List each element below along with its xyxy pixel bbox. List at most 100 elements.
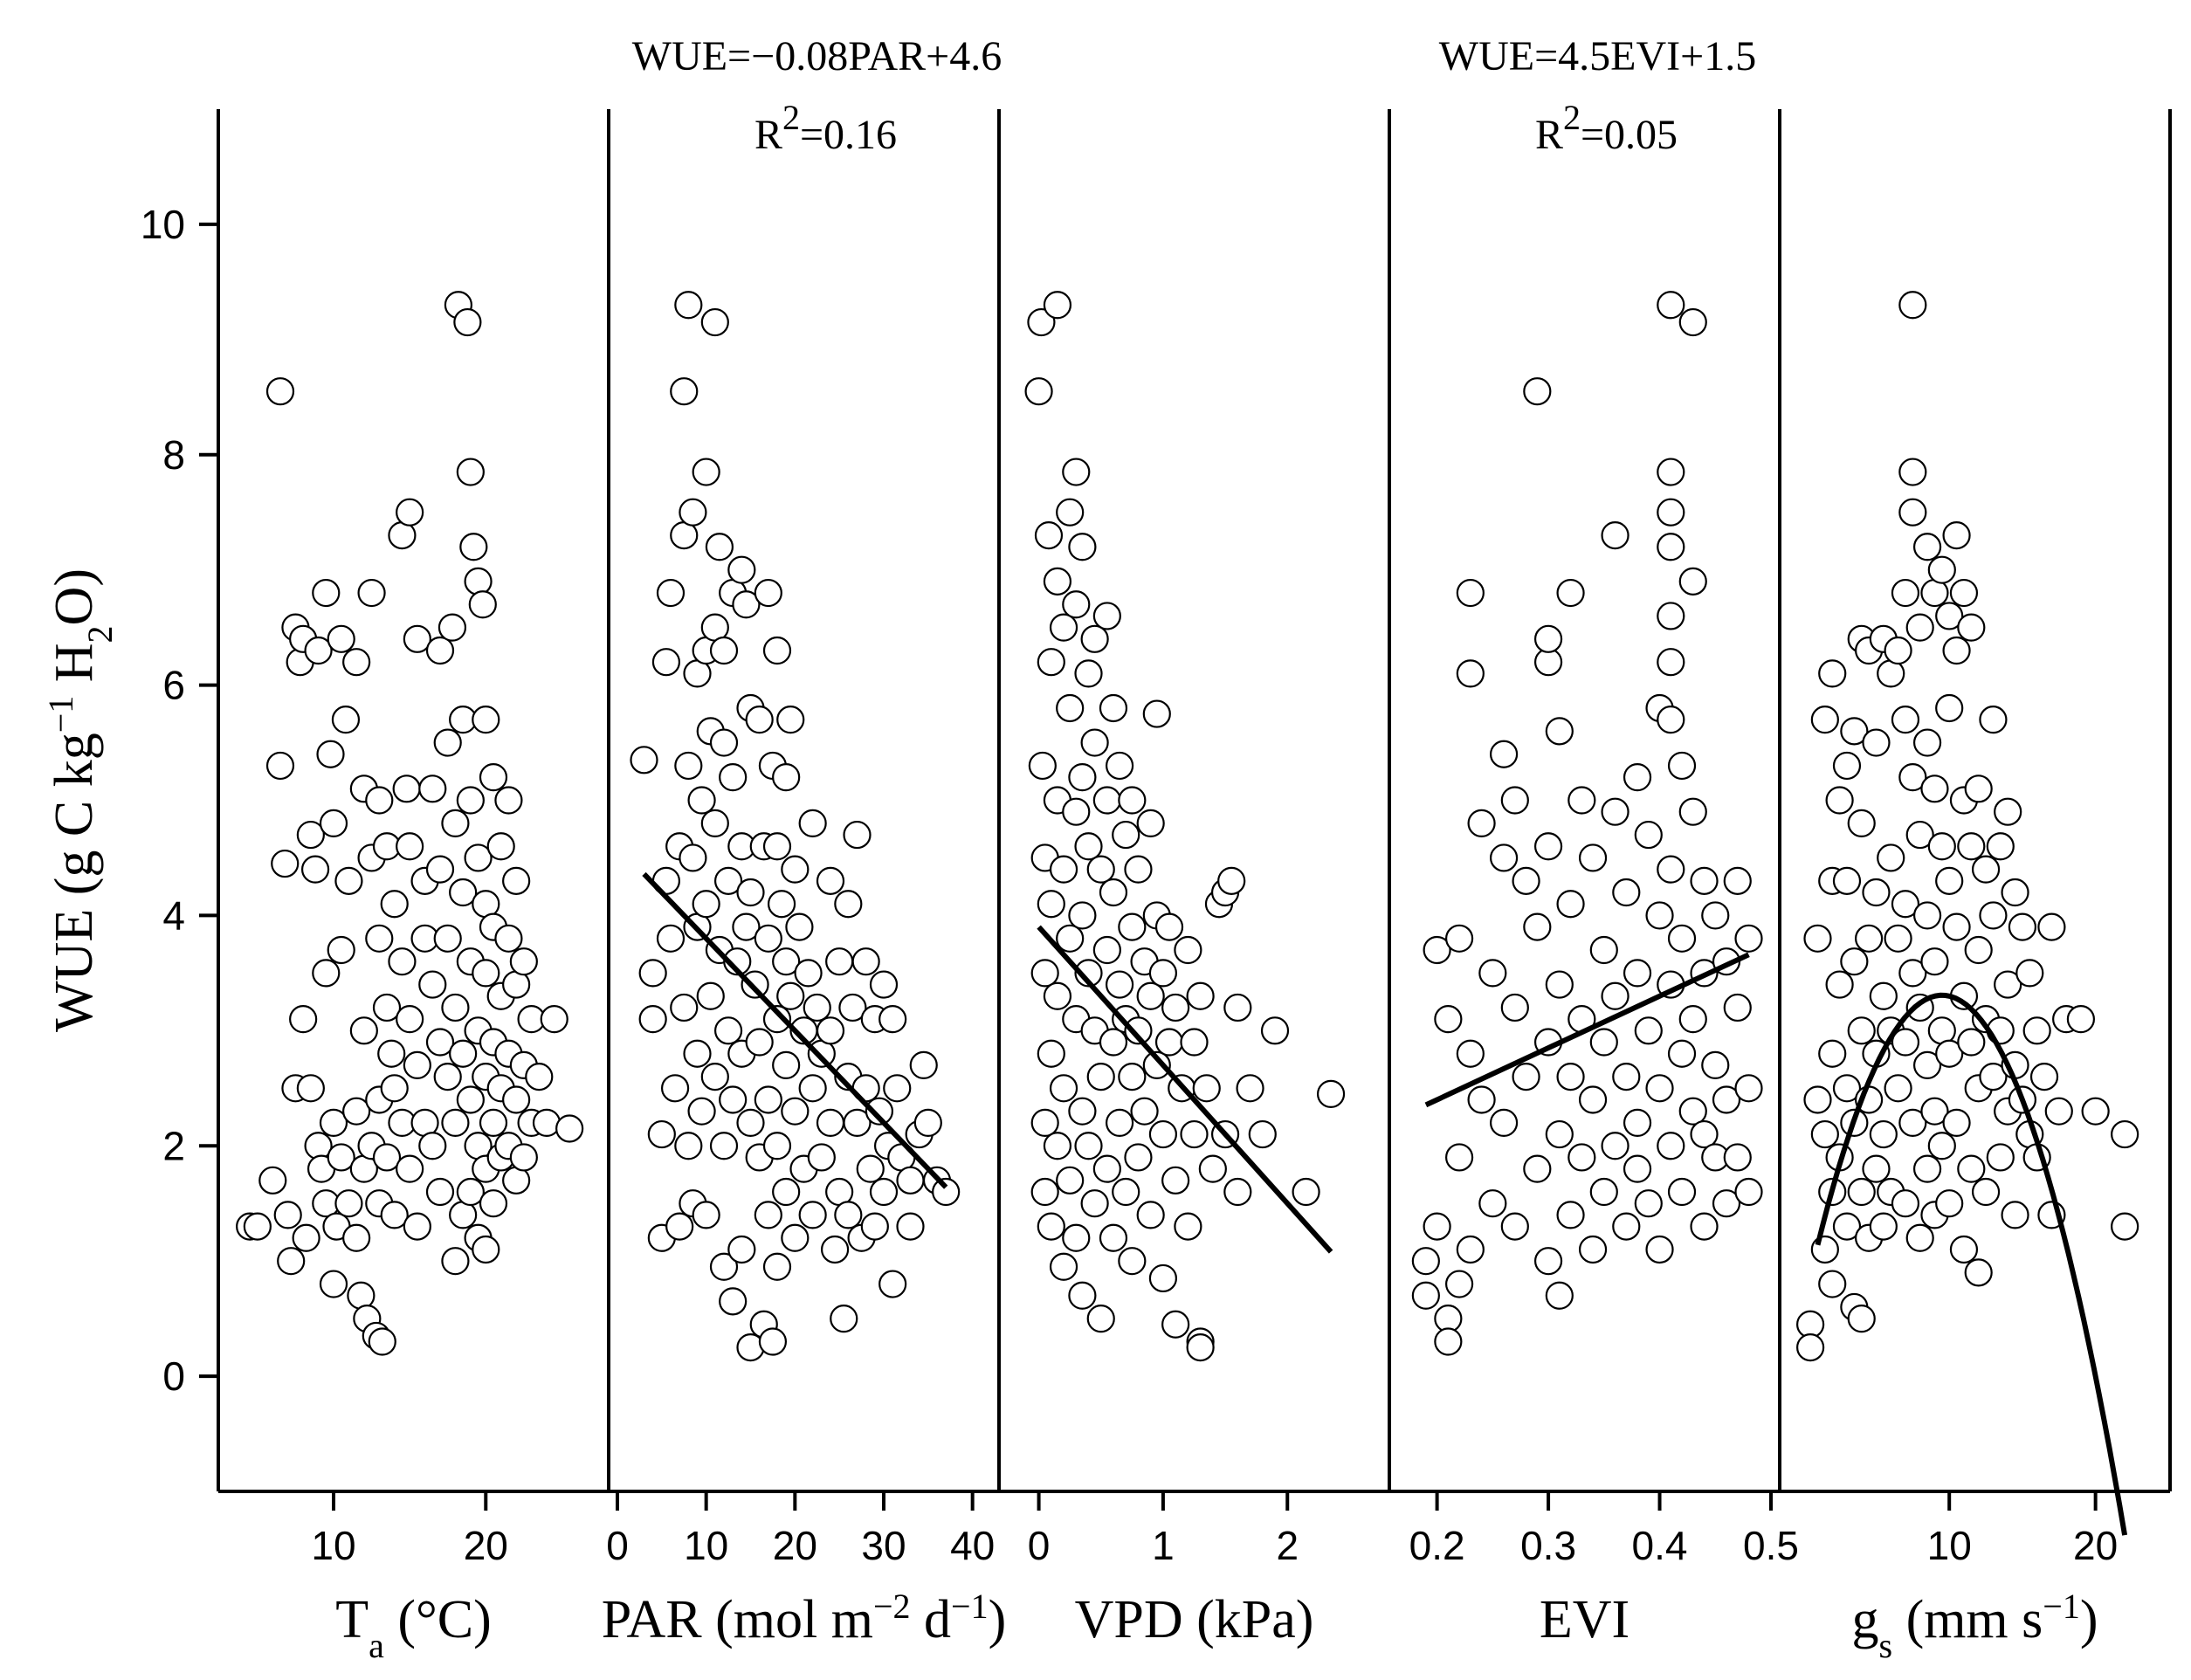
data-point <box>1657 458 1685 486</box>
data-point <box>1118 912 1147 941</box>
data-point <box>1024 377 1053 406</box>
data-point <box>1512 866 1540 895</box>
data-point <box>396 1154 424 1183</box>
data-point <box>1105 751 1134 781</box>
data-point <box>1148 1119 1178 1149</box>
data-point <box>630 746 658 775</box>
data-point <box>1678 1005 1707 1034</box>
data-point <box>1905 613 1934 642</box>
data-point <box>883 1074 912 1103</box>
data-point <box>665 1212 694 1241</box>
data-point <box>243 1212 272 1241</box>
data-point <box>319 1108 348 1137</box>
data-point <box>464 567 493 596</box>
data-point <box>525 1062 554 1091</box>
data-point <box>1456 1235 1485 1264</box>
data-point <box>456 786 485 815</box>
data-point <box>1567 1143 1596 1172</box>
data-point <box>342 648 371 677</box>
data-point <box>1099 1223 1128 1252</box>
data-point <box>392 775 421 803</box>
data-point <box>456 458 485 486</box>
data-point <box>1086 1305 1115 1333</box>
data-point <box>479 1108 508 1137</box>
data-point <box>1723 993 1752 1022</box>
x-tick-label: 0 <box>1028 1523 1051 1568</box>
data-point <box>745 1028 774 1057</box>
data-point <box>1994 797 2022 826</box>
x-tick-label: 20 <box>464 1523 508 1568</box>
data-point <box>2066 1005 2096 1034</box>
data-point <box>1942 1108 1971 1137</box>
data-point <box>1678 797 1707 826</box>
data-point <box>785 912 814 941</box>
data-point <box>1884 924 1912 953</box>
data-point <box>1043 291 1072 320</box>
data-point <box>860 1212 889 1241</box>
data-point <box>1049 613 1078 642</box>
data-point <box>1092 1154 1121 1183</box>
data-point <box>1056 498 1085 527</box>
data-point <box>1161 1166 1190 1195</box>
data-point <box>1949 1235 1979 1264</box>
data-point <box>727 555 756 584</box>
data-point <box>1423 1212 1451 1241</box>
x-tick-label: 10 <box>684 1523 728 1568</box>
data-point <box>798 1074 827 1103</box>
data-point <box>762 636 792 665</box>
data-point <box>1818 1270 1847 1298</box>
data-point <box>1905 1223 1934 1252</box>
data-point <box>660 1074 690 1103</box>
data-point <box>1964 935 1993 965</box>
data-point <box>1112 1177 1140 1207</box>
data-point <box>1456 1039 1485 1068</box>
data-point <box>502 866 531 895</box>
data-point <box>1154 1028 1184 1057</box>
data-point <box>2081 1097 2110 1126</box>
data-point <box>347 1281 376 1310</box>
data-point <box>425 636 455 665</box>
data-point <box>719 763 748 792</box>
data-point <box>425 855 455 884</box>
data-point <box>696 981 725 1010</box>
data-point <box>1979 706 2008 734</box>
data-point <box>456 1177 485 1207</box>
data-point <box>1186 1333 1215 1362</box>
data-point <box>403 624 431 653</box>
data-point <box>472 1235 500 1264</box>
data-point <box>1803 1085 1832 1114</box>
data-point <box>1456 659 1485 688</box>
data-point <box>679 498 707 527</box>
x-tick-label: 40 <box>950 1523 995 1568</box>
data-point <box>1512 1062 1540 1091</box>
data-point <box>1645 901 1674 930</box>
data-point <box>2001 878 2029 907</box>
data-point <box>327 624 355 653</box>
data-point <box>1037 648 1065 677</box>
data-point <box>709 636 739 665</box>
data-point <box>683 1039 712 1068</box>
data-point <box>1074 659 1103 688</box>
data-point <box>1148 959 1178 988</box>
data-point <box>1030 1108 1059 1137</box>
data-point <box>342 1223 371 1252</box>
data-point <box>781 855 810 884</box>
data-point <box>834 1201 863 1229</box>
x-tick-label: 10 <box>1927 1523 1972 1568</box>
data-point <box>1478 959 1507 988</box>
data-point <box>1136 981 1165 1010</box>
data-point <box>433 924 462 953</box>
data-point <box>1445 924 1474 953</box>
data-point <box>1935 1039 1964 1068</box>
data-point <box>327 935 355 965</box>
data-point <box>342 1097 371 1126</box>
data-point <box>736 1108 765 1137</box>
data-point <box>1523 912 1552 941</box>
data-point <box>1832 1212 1862 1241</box>
data-point <box>1034 520 1064 550</box>
points-Ta <box>236 291 584 1356</box>
panel-PAR: 0 10 20 30 40 PAR (mol m−2 d−1) WUE=−0.08PAR+4… <box>602 33 1007 1649</box>
data-point <box>1467 1085 1496 1114</box>
